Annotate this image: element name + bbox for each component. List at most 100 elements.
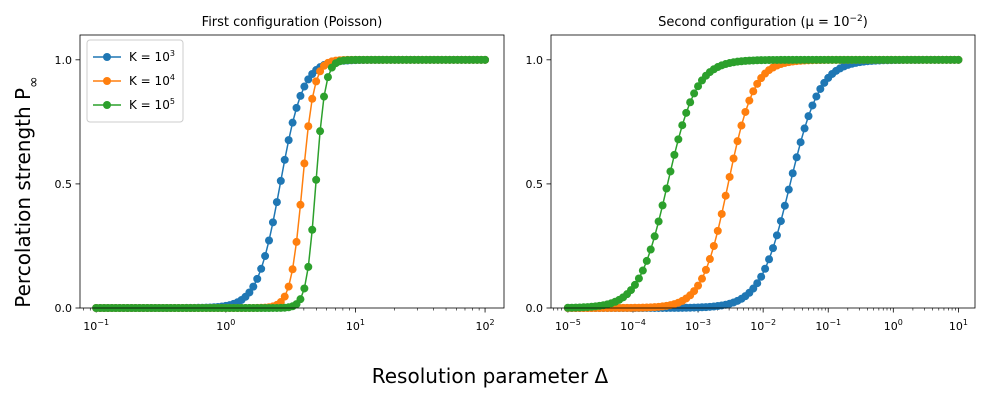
y-tick-label: 0.0 — [526, 302, 544, 315]
data-point — [312, 175, 321, 184]
data-point — [300, 159, 309, 168]
data-point — [323, 73, 332, 82]
data-point — [666, 167, 675, 176]
data-point — [757, 272, 766, 281]
legend-swatch-marker — [103, 77, 111, 85]
data-point — [288, 118, 297, 127]
series-1 — [563, 55, 963, 312]
data-point — [265, 236, 274, 245]
x-tick-label: 10−5 — [555, 318, 581, 333]
data-point — [296, 91, 305, 100]
data-point — [280, 155, 289, 164]
data-point — [796, 138, 805, 147]
x-tick-label: 101 — [346, 318, 365, 333]
data-point — [721, 191, 730, 200]
data-point — [296, 200, 305, 209]
data-point — [690, 89, 699, 98]
y-tick-label: 1.0 — [55, 54, 73, 67]
legend-entry: K = 104 — [129, 73, 175, 88]
data-point — [678, 121, 687, 130]
data-point — [284, 136, 293, 145]
data-point — [654, 217, 663, 226]
data-point — [709, 242, 718, 251]
data-point — [630, 280, 639, 289]
data-point — [300, 82, 309, 91]
data-point — [816, 84, 825, 93]
data-point — [268, 218, 277, 227]
y-tick-label: 1.0 — [526, 54, 544, 67]
data-point — [674, 135, 683, 144]
data-point — [812, 92, 821, 101]
data-point — [686, 98, 695, 107]
data-point — [765, 255, 774, 264]
y-tick-label: 0.5 — [526, 178, 544, 191]
data-point — [784, 185, 793, 194]
data-point — [800, 124, 809, 133]
data-point — [769, 244, 777, 253]
x-tick-label: 10−4 — [620, 318, 646, 333]
x-tick-label: 10−1 — [83, 318, 109, 333]
data-point — [261, 252, 270, 261]
data-point — [284, 282, 293, 291]
data-point — [753, 279, 762, 288]
data-point — [304, 122, 313, 131]
data-point — [292, 103, 301, 112]
y-tick-label: 0.5 — [55, 178, 73, 191]
data-point — [638, 266, 647, 275]
data-point — [694, 82, 703, 91]
data-point — [257, 264, 266, 273]
plot-frame — [79, 34, 505, 309]
data-point — [682, 108, 691, 117]
data-point — [276, 176, 285, 185]
data-point — [296, 295, 305, 304]
data-point — [694, 281, 703, 290]
data-point — [717, 209, 726, 218]
data-point — [705, 255, 714, 264]
data-point — [280, 292, 289, 301]
legend-entry: K = 103 — [129, 49, 175, 64]
data-point — [642, 256, 651, 265]
x-tick-label: 10−3 — [685, 318, 711, 333]
legend: K = 103 K = 104 K = 105 — [86, 39, 184, 123]
data-point — [249, 282, 258, 291]
panel-poisson: First configuration (Poisson) 10−1 100 101 1… — [55, 15, 505, 333]
data-point — [745, 96, 754, 105]
data-point — [662, 184, 671, 193]
plot-frame — [550, 34, 976, 309]
data-point — [308, 225, 317, 234]
data-point — [737, 121, 746, 130]
y-axis-label: Percolation strength P∞ — [11, 76, 42, 307]
legend-box — [86, 39, 184, 123]
data-point — [772, 231, 781, 240]
data-point — [292, 237, 301, 246]
legend-swatch-marker — [103, 53, 111, 61]
data-point — [733, 137, 742, 146]
data-point — [316, 127, 325, 136]
panel-title: Second configuration (μ = 10−2) — [658, 14, 868, 30]
data-point — [272, 198, 281, 207]
data-point — [729, 154, 738, 163]
data-point — [481, 55, 490, 64]
data-point — [288, 265, 297, 274]
x-tick-label: 100 — [216, 318, 235, 333]
x-tick-label: 100 — [884, 318, 903, 333]
x-tick-label: 102 — [476, 318, 495, 333]
panel-second-configuration: Second configuration (μ = 10−2) 10−5 10−4 1… — [526, 14, 976, 333]
data-point — [304, 262, 313, 271]
panel-title: First configuration (Poisson) — [202, 15, 383, 30]
data-point — [954, 55, 963, 64]
data-point — [650, 232, 659, 241]
data-point — [749, 87, 758, 96]
data-point — [776, 217, 785, 226]
data-point — [670, 150, 679, 159]
x-tick-label: 101 — [949, 318, 968, 333]
y-tick-label: 0.0 — [55, 302, 73, 315]
data-point — [658, 201, 667, 210]
data-point — [701, 265, 710, 274]
data-point — [634, 274, 643, 283]
data-point — [808, 101, 817, 110]
data-point — [792, 153, 801, 162]
data-point — [741, 107, 750, 116]
data-point — [713, 226, 722, 235]
